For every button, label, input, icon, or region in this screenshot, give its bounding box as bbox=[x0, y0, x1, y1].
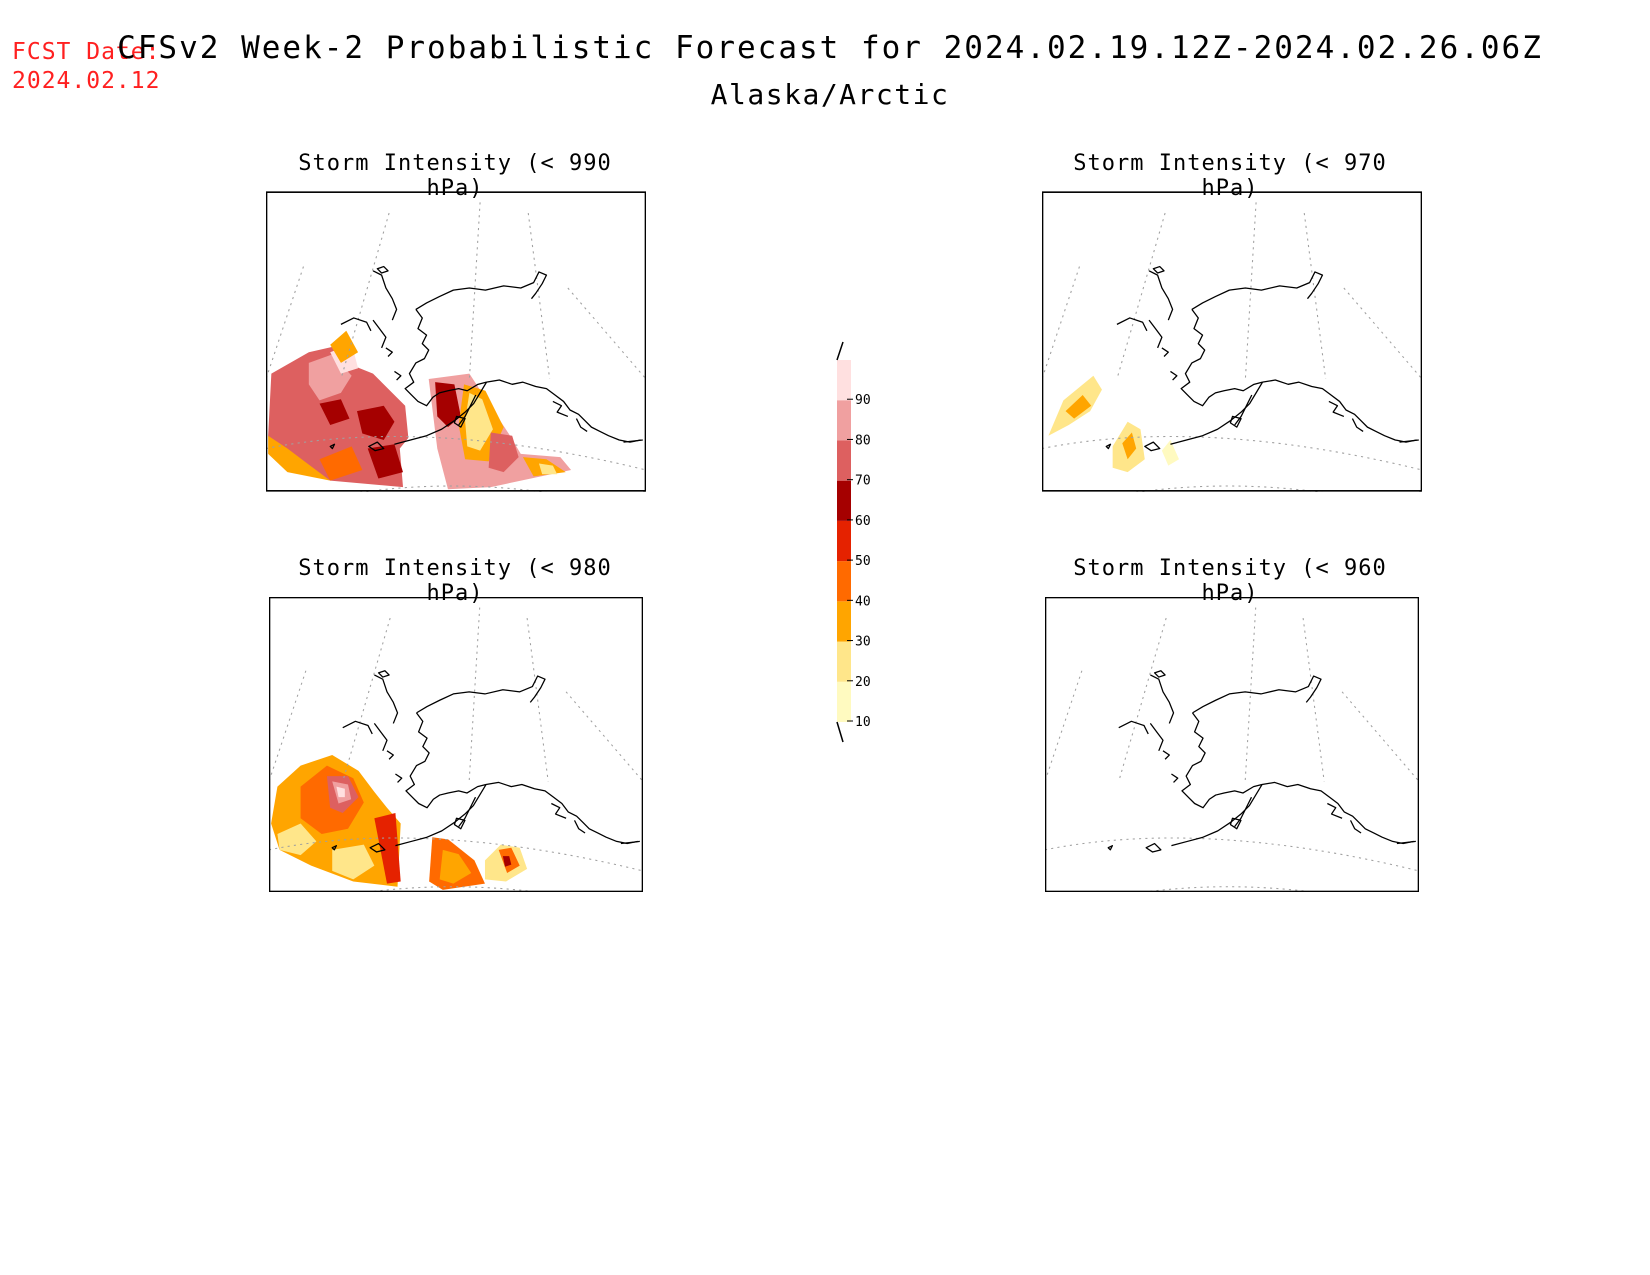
colorbar-tick-label: 40 bbox=[855, 594, 871, 609]
probability-shading-990 bbox=[268, 330, 572, 490]
colorbar-swatch bbox=[837, 561, 851, 602]
colorbar-tick-label: 20 bbox=[855, 675, 871, 690]
colorbar-tick-label: 10 bbox=[855, 715, 871, 730]
panel-title-990: Storm Intensity (< 990 hPa) bbox=[298, 151, 612, 201]
colorbar-swatch bbox=[837, 601, 851, 642]
forecast-date-block: FCST Date: 2024.02.12 bbox=[12, 38, 160, 96]
colorbar-tick-label: 90 bbox=[855, 393, 871, 408]
colorbar-swatch bbox=[837, 440, 851, 481]
panel-title-960: Storm Intensity (< 960 hPa) bbox=[1073, 556, 1387, 606]
page-title: CFSv2 Week-2 Probabilistic Forecast for … bbox=[117, 30, 1543, 66]
colorbar-tick-label: 70 bbox=[855, 474, 871, 489]
colorbar-tick-label: 80 bbox=[855, 433, 871, 448]
forecast-date-label: FCST Date: bbox=[12, 39, 161, 65]
map-panel-970 bbox=[1042, 191, 1422, 492]
panel-title-980: Storm Intensity (< 980 hPa) bbox=[298, 556, 612, 606]
colorbar-tick-label: 60 bbox=[855, 514, 871, 529]
region-subtitle: Alaska/Arctic bbox=[710, 78, 950, 111]
map-panel-990 bbox=[266, 191, 646, 492]
probability-colorbar: 10 20 30 40 50 60 70 80 90 bbox=[836, 341, 871, 743]
probability-shading-980 bbox=[271, 755, 528, 890]
map-panel-960 bbox=[1045, 597, 1419, 892]
colorbar-tick-label: 50 bbox=[855, 554, 871, 569]
map-panel-980 bbox=[269, 597, 643, 892]
colorbar-swatch bbox=[837, 480, 851, 521]
panel-title-970: Storm Intensity (< 970 hPa) bbox=[1073, 151, 1387, 201]
forecast-date-value: 2024.02.12 bbox=[12, 68, 161, 94]
colorbar-swatch bbox=[837, 400, 851, 441]
colorbar-swatch bbox=[837, 681, 851, 722]
colorbar-tick-label: 30 bbox=[855, 635, 871, 650]
colorbar-swatch bbox=[837, 641, 851, 682]
colorbar-swatch bbox=[837, 360, 851, 401]
probability-shading-970 bbox=[1048, 375, 1180, 473]
colorbar-swatch bbox=[837, 520, 851, 562]
